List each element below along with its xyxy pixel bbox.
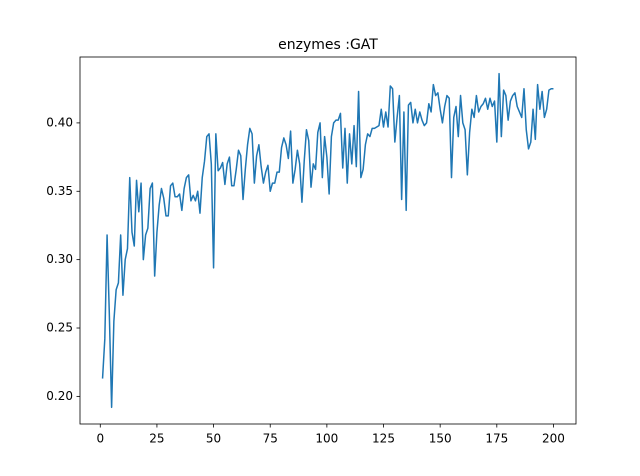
x-tick-label: 200 xyxy=(542,432,565,446)
line-series xyxy=(101,72,554,409)
x-tick-label: 150 xyxy=(429,432,452,446)
x-tick-label: 125 xyxy=(372,432,395,446)
x-tick-label: 75 xyxy=(263,432,278,446)
chart-title: enzymes :GAT xyxy=(278,37,378,53)
y-tick-label: 0.40 xyxy=(46,115,73,129)
y-tick-label: 0.25 xyxy=(46,321,73,335)
x-tick-label: 25 xyxy=(149,432,164,446)
x-tick-label: 100 xyxy=(315,432,338,446)
y-tick-label: 0.30 xyxy=(46,252,73,266)
x-tick-label: 50 xyxy=(206,432,221,446)
y-tick-label: 0.35 xyxy=(46,184,73,198)
plot-frame xyxy=(79,56,577,425)
y-tick-label: 0.20 xyxy=(46,389,73,403)
x-tick-label: 0 xyxy=(96,432,104,446)
x-tick-label: 175 xyxy=(485,432,508,446)
